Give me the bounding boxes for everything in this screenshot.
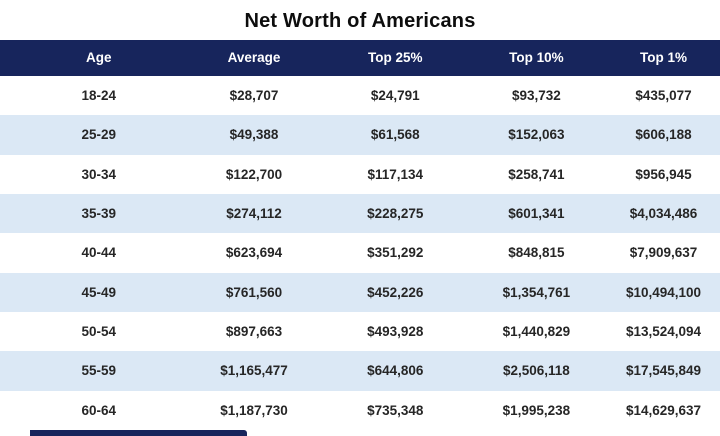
net-worth-table: Age Average Top 25% Top 10% Top 1% 18-24 $28,… xyxy=(0,40,720,430)
table-body: 18-24 $28,707 $24,791 $93,732 $435,077 25-29 $… xyxy=(0,76,720,430)
age-cell: 50-54 xyxy=(81,323,116,339)
value-cell: $435,077 xyxy=(635,88,692,103)
value-cell: $601,341 xyxy=(508,205,565,221)
value-cell: $122,700 xyxy=(225,166,283,182)
age-cell: 18-24 xyxy=(81,88,116,103)
value-cell: $761,560 xyxy=(225,284,283,300)
value-cell: $1,995,238 xyxy=(502,402,571,418)
table-row-35-39: 35-39 $274,112 $228,275 $601,341 $4,034,486 xyxy=(0,193,720,234)
value-cell: $735,348 xyxy=(367,402,424,418)
header-cell-top-10: Top 10% xyxy=(509,50,564,65)
table-row-50-54: 50-54 $897,663 $493,928 $1,440,829 $13,524,0… xyxy=(0,312,720,351)
value-cell: $452,226 xyxy=(367,284,424,300)
table-row-18-24: 18-24 $28,707 $24,791 $93,732 $435,077 xyxy=(0,76,720,115)
value-cell: $14,629,637 xyxy=(625,402,702,418)
cropped-next-section-bar xyxy=(30,430,247,436)
table-row-25-29: 25-29 $49,388 $61,568 $152,063 $606,188 xyxy=(0,115,720,155)
age-cell: 45-49 xyxy=(81,284,116,300)
value-cell: $956,945 xyxy=(635,166,692,182)
value-cell: $13,524,094 xyxy=(625,323,702,339)
value-cell: $493,928 xyxy=(367,323,424,339)
page-title: Net Worth of Americans xyxy=(244,10,476,32)
header-cell-age: Age xyxy=(85,50,112,65)
value-cell: $1,187,730 xyxy=(220,402,288,418)
value-cell: $61,568 xyxy=(370,127,420,143)
value-cell: $1,440,829 xyxy=(502,323,571,339)
age-cell: 25-29 xyxy=(81,127,116,143)
value-cell: $606,188 xyxy=(635,127,692,143)
value-cell: $10,494,100 xyxy=(625,284,702,300)
value-cell: $17,545,849 xyxy=(625,363,702,379)
table-row-40-44: 40-44 $623,694 $351,292 $848,815 $7,909,637 xyxy=(0,233,720,272)
value-cell: $1,165,477 xyxy=(220,363,288,379)
value-cell: $623,694 xyxy=(225,245,283,261)
header-cell-top-1: Top 1% xyxy=(639,50,687,65)
value-cell: $24,791 xyxy=(370,88,420,103)
table-row-45-49: 45-49 $761,560 $452,226 $1,354,761 $10,494,1… xyxy=(0,272,720,312)
value-cell: $28,707 xyxy=(229,88,279,103)
table-row-30-34: 30-34 $122,700 $117,134 $258,741 $956,945 xyxy=(0,155,720,194)
header-cell-top-25: Top 25% xyxy=(367,50,423,65)
value-cell: $351,292 xyxy=(367,245,424,261)
value-cell: $152,063 xyxy=(508,127,565,143)
age-cell: 30-34 xyxy=(81,166,116,182)
age-cell: 55-59 xyxy=(81,363,116,379)
value-cell: $7,909,637 xyxy=(629,245,698,261)
table-header-row: Age Average Top 25% Top 10% Top 1% xyxy=(0,40,720,76)
value-cell: $49,388 xyxy=(229,127,279,143)
value-cell: $1,354,761 xyxy=(502,284,571,300)
table-row-55-59: 55-59 $1,165,477 $644,806 $2,506,118 $17,545… xyxy=(0,351,720,391)
age-cell: 60-64 xyxy=(81,402,116,418)
value-cell: $258,741 xyxy=(508,166,565,182)
value-cell: $228,275 xyxy=(367,205,424,221)
value-cell: $117,134 xyxy=(367,166,423,182)
value-cell: $2,506,118 xyxy=(502,363,570,379)
value-cell: $897,663 xyxy=(225,323,283,339)
header-cell-average: Average xyxy=(227,50,281,65)
value-cell: $848,815 xyxy=(508,245,565,261)
value-cell: $274,112 xyxy=(226,205,282,221)
age-cell: 35-39 xyxy=(81,205,116,221)
table-row-60-64: 60-64 $1,187,730 $735,348 $1,995,238 $14,629… xyxy=(0,391,720,430)
value-cell: $644,806 xyxy=(367,363,424,379)
age-cell: 40-44 xyxy=(81,245,116,261)
value-cell: $93,732 xyxy=(512,88,561,103)
value-cell: $4,034,486 xyxy=(629,205,698,221)
